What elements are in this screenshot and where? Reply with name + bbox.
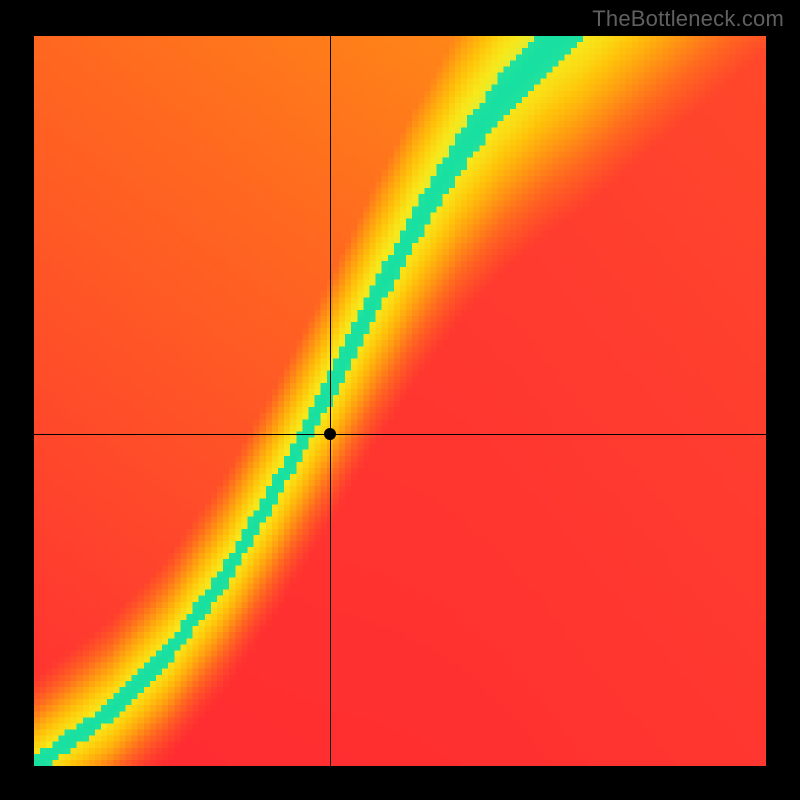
crosshair-dot — [324, 428, 336, 440]
crosshair-horizontal — [34, 434, 766, 435]
watermark-text: TheBottleneck.com — [592, 6, 784, 32]
heatmap-canvas — [34, 36, 766, 766]
crosshair-vertical — [330, 36, 331, 766]
chart-container: TheBottleneck.com — [0, 0, 800, 800]
heatmap-plot — [34, 36, 766, 766]
